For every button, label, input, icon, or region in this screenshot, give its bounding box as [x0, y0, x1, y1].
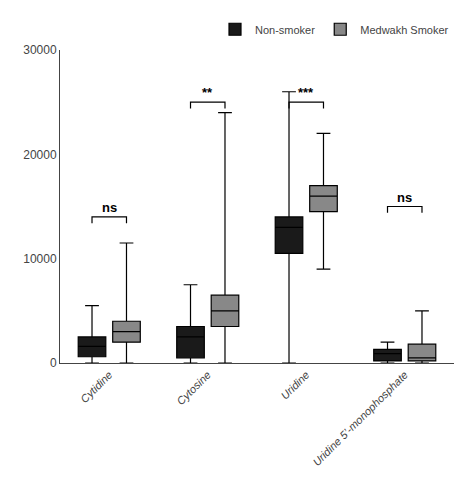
- svg-text:Cytosine: Cytosine: [174, 369, 213, 408]
- svg-text:ns: ns: [102, 200, 117, 215]
- svg-text:Medwakh Smoker: Medwakh Smoker: [360, 24, 448, 36]
- svg-text:20000: 20000: [23, 148, 57, 162]
- svg-text:***: ***: [298, 85, 314, 100]
- svg-text:Cytidine: Cytidine: [78, 369, 115, 406]
- svg-text:0: 0: [50, 356, 57, 370]
- svg-text:**: **: [202, 85, 213, 100]
- svg-text:Non-smoker: Non-smoker: [255, 24, 315, 36]
- svg-text:ns: ns: [397, 190, 412, 205]
- svg-text:10000: 10000: [23, 252, 57, 266]
- svg-text:30000: 30000: [23, 43, 57, 57]
- svg-text:Uridine: Uridine: [278, 369, 311, 402]
- svg-text:Uridine 5’-monophosphate: Uridine 5’-monophosphate: [310, 369, 410, 469]
